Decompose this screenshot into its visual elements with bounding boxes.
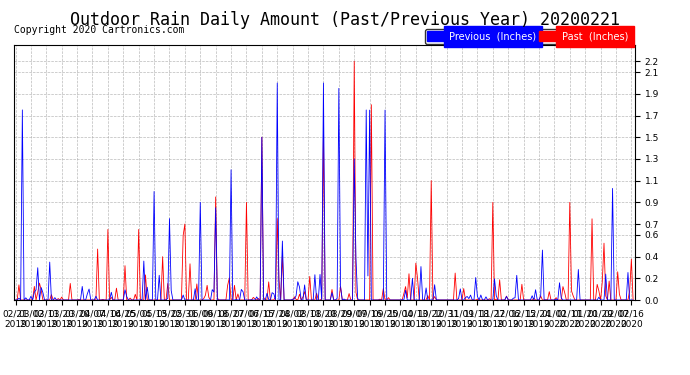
- Legend: Previous  (Inches), Past  (Inches): Previous (Inches), Past (Inches): [425, 30, 630, 44]
- Text: Copyright 2020 Cartronics.com: Copyright 2020 Cartronics.com: [14, 25, 184, 34]
- Text: Outdoor Rain Daily Amount (Past/Previous Year) 20200221: Outdoor Rain Daily Amount (Past/Previous…: [70, 11, 620, 29]
